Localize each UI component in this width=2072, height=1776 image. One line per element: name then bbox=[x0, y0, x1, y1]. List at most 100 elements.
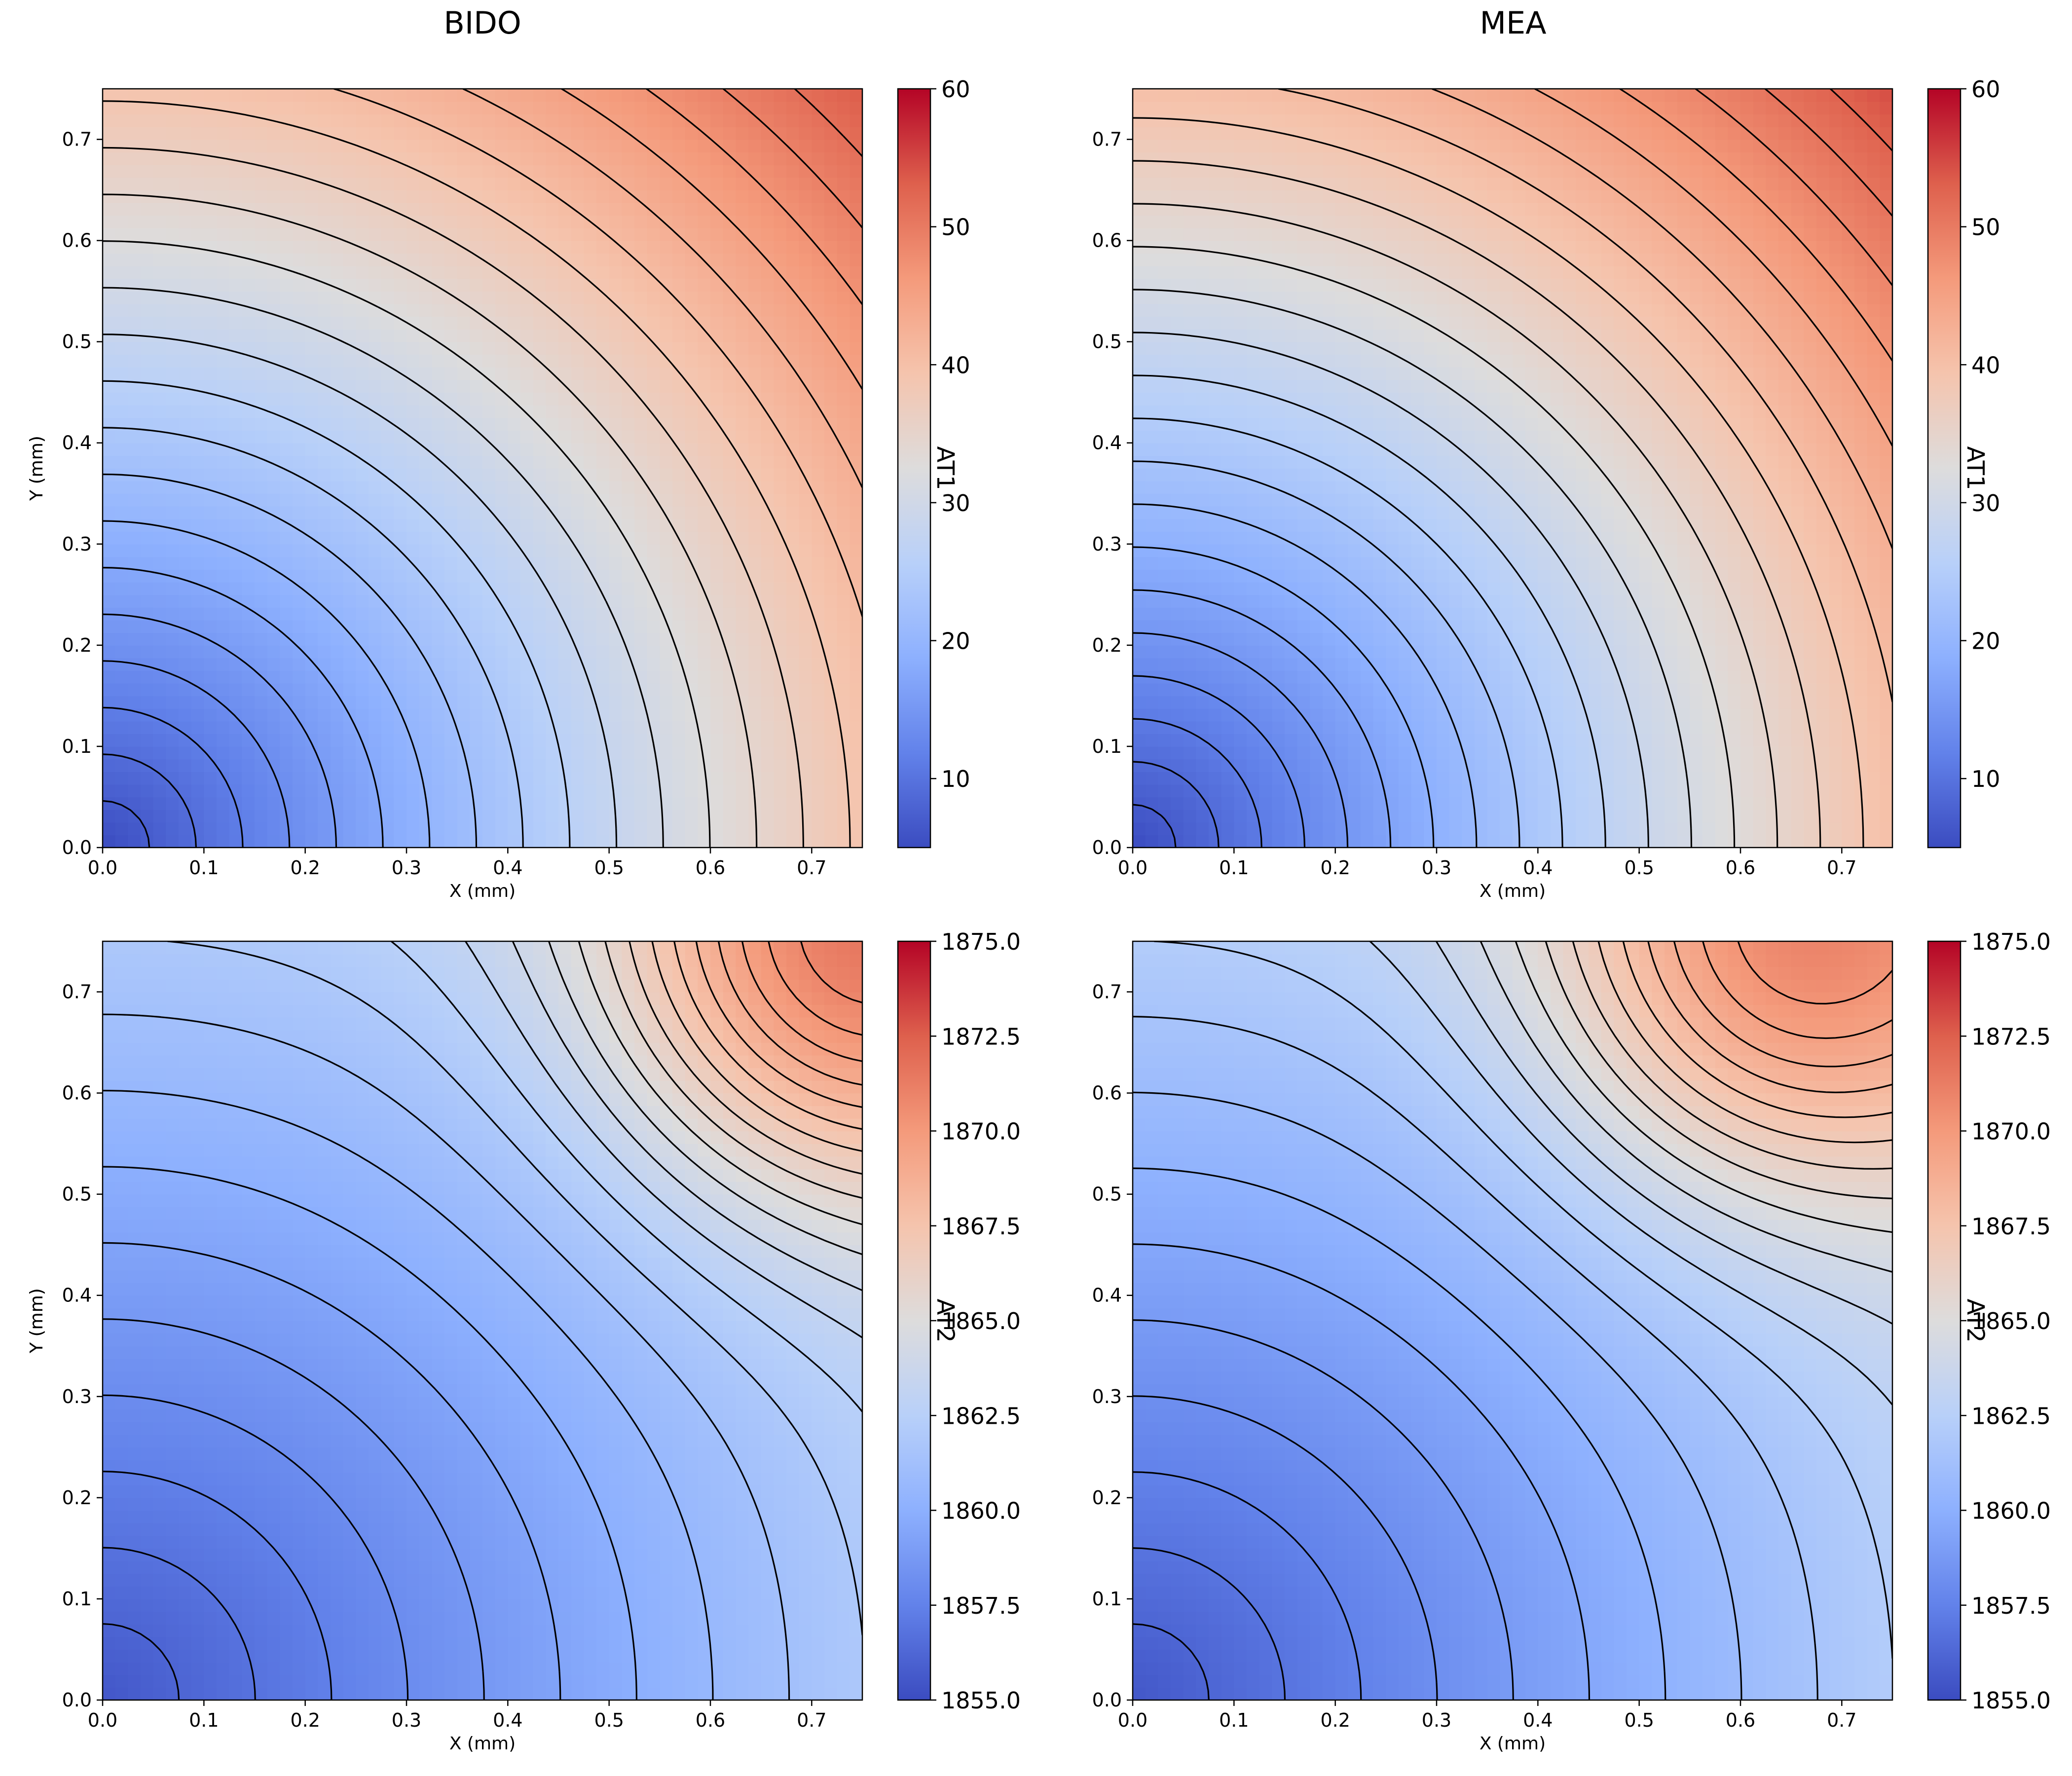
heatmap-cell bbox=[520, 164, 534, 178]
heatmap-cell bbox=[1361, 202, 1374, 216]
heatmap-cell bbox=[495, 468, 509, 481]
heatmap-cell bbox=[381, 215, 395, 228]
heatmap-cell bbox=[1335, 430, 1349, 444]
heatmap-cell bbox=[634, 506, 648, 519]
heatmap-cell bbox=[812, 126, 825, 140]
heatmap-cell bbox=[647, 531, 661, 545]
heatmap-cell bbox=[495, 190, 509, 203]
heatmap-cell bbox=[1183, 658, 1197, 671]
heatmap-cell bbox=[191, 265, 205, 279]
heatmap-cell bbox=[596, 392, 610, 406]
heatmap-cell bbox=[495, 835, 509, 848]
heatmap-cell bbox=[495, 481, 509, 494]
heatmap-cell bbox=[204, 443, 217, 456]
heatmap-cell bbox=[470, 670, 483, 684]
heatmap-cell bbox=[850, 658, 862, 671]
heatmap-cell bbox=[217, 253, 230, 266]
heatmap-cell bbox=[774, 468, 787, 481]
heatmap-cell bbox=[1310, 493, 1323, 507]
heatmap-cell bbox=[470, 544, 483, 557]
heatmap-cell bbox=[558, 190, 572, 203]
heatmap-cell bbox=[850, 822, 862, 836]
heatmap-cell bbox=[267, 734, 281, 747]
heatmap-cell bbox=[115, 265, 129, 279]
heatmap-cell bbox=[1171, 316, 1184, 330]
heatmap-cell bbox=[1234, 835, 1247, 848]
heatmap-cell bbox=[141, 430, 154, 444]
heatmap-cell bbox=[103, 696, 116, 709]
heatmap-cell bbox=[1297, 152, 1311, 165]
heatmap-cell bbox=[634, 227, 648, 241]
heatmap-cell bbox=[850, 89, 862, 102]
heatmap-cell bbox=[1323, 632, 1336, 646]
heatmap-cell bbox=[407, 772, 420, 785]
heatmap-cell bbox=[1386, 190, 1399, 203]
heatmap-cell bbox=[128, 354, 141, 368]
heatmap-cell bbox=[774, 379, 787, 393]
heatmap-cell bbox=[1348, 341, 1361, 355]
heatmap-cell bbox=[1335, 481, 1349, 494]
heatmap-cell bbox=[1158, 278, 1171, 292]
heatmap-cell bbox=[267, 278, 281, 292]
heatmap-cell bbox=[520, 291, 534, 304]
heatmap-cell bbox=[1361, 518, 1374, 532]
heatmap-cell bbox=[115, 645, 129, 659]
heatmap-cell bbox=[710, 354, 724, 368]
heatmap-cell bbox=[394, 126, 407, 140]
heatmap-cell bbox=[672, 202, 686, 216]
heatmap-cell bbox=[1247, 696, 1260, 709]
heatmap-cell bbox=[710, 316, 724, 330]
heatmap-cell bbox=[293, 759, 306, 772]
heatmap-cell bbox=[508, 822, 521, 836]
heatmap-cell bbox=[1335, 670, 1349, 684]
heatmap-cell bbox=[457, 708, 471, 722]
heatmap-cell bbox=[723, 227, 737, 241]
heatmap-cell bbox=[1158, 531, 1171, 545]
heatmap-cell bbox=[685, 316, 699, 330]
heatmap-cell bbox=[685, 759, 699, 772]
heatmap-cell bbox=[191, 329, 205, 342]
heatmap-cell bbox=[343, 544, 357, 557]
heatmap-cell bbox=[280, 139, 293, 152]
heatmap-cell bbox=[672, 468, 686, 481]
heatmap-cell bbox=[444, 417, 458, 431]
heatmap-cell bbox=[1221, 594, 1235, 608]
heatmap-cell bbox=[786, 784, 800, 798]
heatmap-cell bbox=[1209, 367, 1222, 380]
heatmap-cell bbox=[1361, 139, 1374, 152]
heatmap-cell bbox=[634, 607, 648, 621]
heatmap-cell bbox=[508, 152, 521, 165]
heatmap-cell bbox=[407, 784, 420, 798]
heatmap-cell bbox=[546, 607, 559, 621]
heatmap-cell bbox=[1272, 708, 1285, 722]
heatmap-cell bbox=[153, 443, 167, 456]
heatmap-cell bbox=[1234, 177, 1247, 190]
heatmap-cell bbox=[331, 835, 344, 848]
heatmap-cell bbox=[153, 367, 167, 380]
heatmap-cell bbox=[837, 759, 851, 772]
heatmap-cell bbox=[634, 291, 648, 304]
heatmap-cell bbox=[432, 240, 445, 254]
heatmap-cell bbox=[558, 392, 572, 406]
heatmap-cell bbox=[444, 101, 458, 115]
heatmap-cell bbox=[685, 190, 699, 203]
heatmap-cell bbox=[1386, 835, 1399, 848]
heatmap-cell bbox=[698, 556, 711, 570]
heatmap-cell bbox=[1145, 164, 1159, 178]
heatmap-cell bbox=[204, 810, 217, 823]
heatmap-cell bbox=[1373, 797, 1387, 810]
heatmap-cell bbox=[710, 341, 724, 355]
heatmap-cell bbox=[242, 531, 255, 545]
heatmap-cell bbox=[419, 759, 433, 772]
heatmap-cell bbox=[128, 518, 141, 532]
heatmap-cell bbox=[546, 114, 559, 127]
heatmap-cell bbox=[774, 265, 787, 279]
heatmap-cell bbox=[444, 443, 458, 456]
heatmap-cell bbox=[647, 367, 661, 380]
heatmap-cell bbox=[128, 556, 141, 570]
heatmap-cell bbox=[660, 708, 673, 722]
heatmap-cell bbox=[748, 430, 762, 444]
heatmap-cell bbox=[1399, 645, 1412, 659]
heatmap-cell bbox=[1386, 772, 1399, 785]
heatmap-cell bbox=[533, 531, 547, 545]
